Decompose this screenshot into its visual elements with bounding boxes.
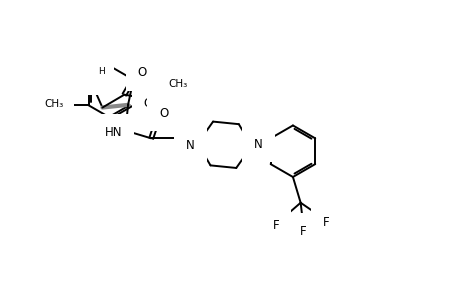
Text: N: N — [186, 139, 195, 152]
Text: F: F — [273, 219, 279, 232]
Text: O: O — [159, 107, 168, 120]
Text: N: N — [254, 138, 263, 151]
Text: N: N — [89, 70, 97, 84]
Text: O: O — [137, 66, 146, 79]
Text: F: F — [322, 216, 329, 230]
Text: CH₃: CH₃ — [168, 79, 187, 89]
Text: F: F — [299, 225, 306, 238]
Text: H: H — [98, 67, 105, 76]
Text: HN: HN — [105, 126, 122, 139]
Text: O: O — [143, 97, 152, 110]
Text: CH₃: CH₃ — [44, 99, 63, 110]
